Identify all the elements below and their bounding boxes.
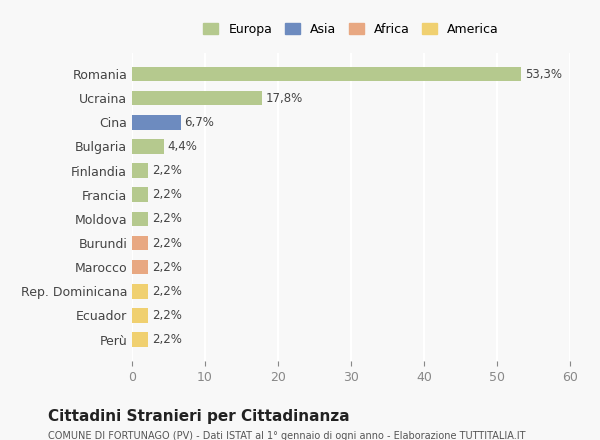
Bar	[132, 308, 148, 323]
Text: 6,7%: 6,7%	[185, 116, 214, 129]
Bar	[132, 115, 181, 129]
Text: 2,2%: 2,2%	[152, 164, 182, 177]
Bar	[132, 187, 148, 202]
Text: 2,2%: 2,2%	[152, 333, 182, 346]
Legend: Europa, Asia, Africa, America: Europa, Asia, Africa, America	[200, 19, 502, 40]
Text: Cittadini Stranieri per Cittadinanza: Cittadini Stranieri per Cittadinanza	[48, 409, 350, 424]
Text: 4,4%: 4,4%	[168, 140, 197, 153]
Bar	[132, 91, 262, 106]
Text: 2,2%: 2,2%	[152, 309, 182, 322]
Bar	[132, 163, 148, 178]
Text: 2,2%: 2,2%	[152, 237, 182, 249]
Bar	[132, 236, 148, 250]
Text: 53,3%: 53,3%	[525, 68, 562, 81]
Text: 2,2%: 2,2%	[152, 285, 182, 298]
Text: 17,8%: 17,8%	[266, 92, 303, 105]
Text: 2,2%: 2,2%	[152, 260, 182, 274]
Text: 2,2%: 2,2%	[152, 188, 182, 201]
Bar	[132, 139, 164, 154]
Bar	[132, 67, 521, 81]
Text: 2,2%: 2,2%	[152, 213, 182, 225]
Bar	[132, 284, 148, 298]
Bar	[132, 260, 148, 275]
Bar	[132, 332, 148, 347]
Bar	[132, 212, 148, 226]
Text: COMUNE DI FORTUNAGO (PV) - Dati ISTAT al 1° gennaio di ogni anno - Elaborazione : COMUNE DI FORTUNAGO (PV) - Dati ISTAT al…	[48, 431, 526, 440]
